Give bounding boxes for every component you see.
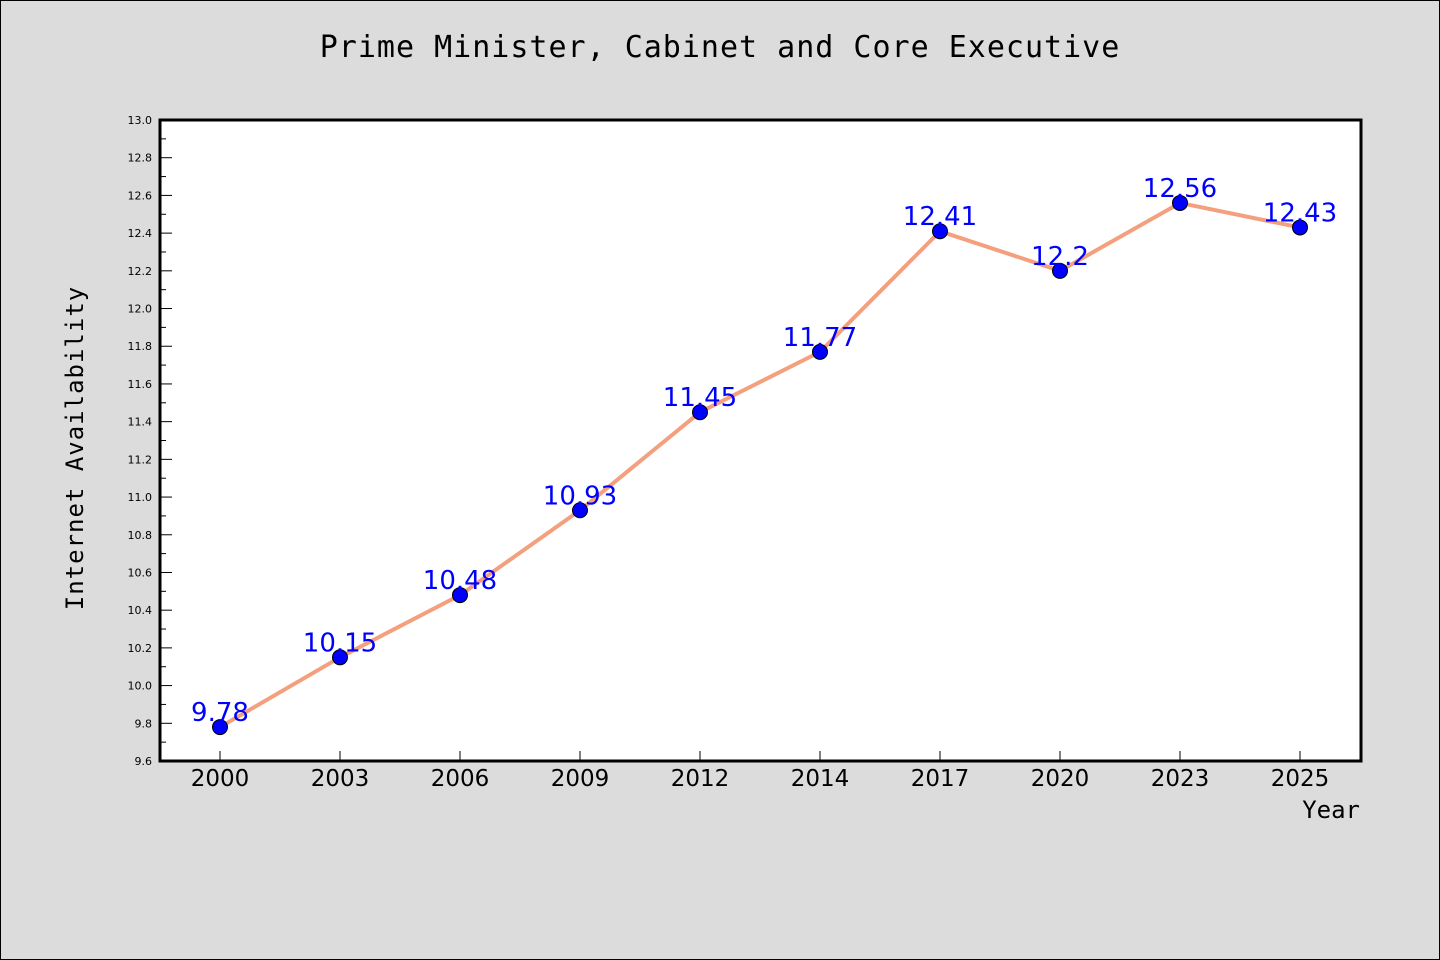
y-tick-label: 11.2	[128, 453, 153, 466]
data-value-label: 12.43	[1263, 198, 1337, 228]
data-point	[812, 343, 828, 360]
data-point	[452, 587, 468, 604]
data-point	[692, 404, 708, 421]
y-tick-label: 11.4	[128, 416, 153, 429]
x-tick-label: 2012	[671, 766, 730, 792]
chart-title: Prime Minister, Cabinet and Core Executi…	[319, 30, 1121, 65]
y-tick-label: 10.4	[128, 604, 153, 617]
data-value-label: 9.78	[191, 698, 249, 728]
y-tick-label: 13.0	[128, 114, 153, 127]
plot-area	[160, 120, 1361, 761]
data-value-label: 11.77	[783, 323, 857, 353]
x-tick-label: 2006	[431, 766, 490, 792]
y-tick-label: 12.8	[128, 152, 153, 165]
series-layer	[212, 194, 1308, 736]
x-tick-label: 2000	[191, 766, 250, 792]
data-point	[332, 649, 348, 666]
data-value-label: 10.48	[423, 566, 497, 596]
data-value-label: 12.41	[903, 202, 977, 232]
y-tick-label: 12.2	[128, 265, 153, 278]
y-tick-label: 10.0	[128, 680, 153, 693]
y-tick-label: 12.0	[128, 303, 153, 316]
data-point	[1172, 194, 1188, 211]
x-tick-label: 2020	[1031, 766, 1090, 792]
y-tick-label: 10.8	[128, 529, 153, 542]
x-tick-label: 2009	[551, 766, 610, 792]
y-tick-label: 9.8	[135, 717, 153, 730]
y-tick-label: 10.6	[128, 566, 153, 579]
y-tick-label: 12.4	[128, 227, 153, 240]
x-tick-label: 2023	[1151, 766, 1210, 792]
data-point	[212, 719, 228, 736]
y-tick-label: 9.6	[135, 755, 153, 768]
y-tick-label: 12.6	[128, 189, 153, 202]
y-axis-ticks: 9.6 9.8 10.0 10.2 10.4 10.6 10.8 11.0 11.2 11.4 11…	[128, 114, 172, 768]
x-tick-label: 2003	[311, 766, 370, 792]
y-tick-label: 11.0	[128, 491, 153, 504]
data-value-label: 10.93	[543, 481, 617, 511]
data-value-label: 11.45	[663, 383, 737, 413]
data-point	[1052, 262, 1068, 279]
data-labels: 9.78 10.15 10.48 10.93 11.45 11.77 12.41 12.2 12…	[191, 174, 1337, 728]
data-value-label: 12.2	[1031, 242, 1089, 272]
data-point	[1292, 219, 1308, 236]
y-tick-label: 10.2	[128, 642, 153, 655]
x-axis-ticks: 2000 2003 2006 2009 2012 2014 2017 2020 2023 2025	[191, 751, 1330, 792]
plot-border	[158, 118, 1363, 763]
data-point	[572, 502, 588, 519]
x-tick-label: 2017	[911, 766, 970, 792]
data-value-label: 12.56	[1143, 174, 1217, 204]
y-tick-label: 11.6	[128, 378, 153, 391]
data-value-label: 10.15	[303, 628, 377, 658]
series-line	[218, 200, 1302, 730]
y-tick-label: 11.8	[128, 340, 153, 353]
x-axis-label: Year	[1302, 796, 1360, 824]
x-tick-label: 2014	[791, 766, 850, 792]
x-tick-label: 2025	[1271, 766, 1330, 792]
data-point	[932, 223, 948, 240]
